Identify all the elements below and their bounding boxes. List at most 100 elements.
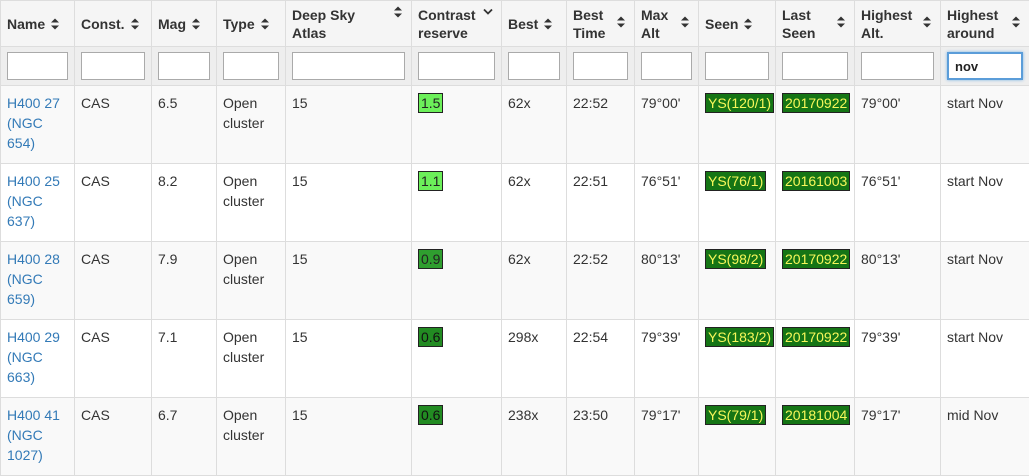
cell-const: CAS bbox=[75, 86, 152, 164]
col-header-mag[interactable]: Mag bbox=[152, 1, 217, 47]
cell-atlas: 15 bbox=[286, 398, 412, 476]
last-seen-badge: 20170922 bbox=[782, 249, 850, 269]
cell-highest-alt: 80°13' bbox=[855, 242, 941, 320]
last-seen-badge: 20170922 bbox=[782, 93, 850, 113]
cell-highest-around: mid Nov bbox=[941, 398, 1029, 476]
cell-last-seen: 20170922 bbox=[776, 320, 855, 398]
filter-input-highest-around[interactable] bbox=[947, 52, 1023, 80]
cell-highest-alt: 79°17' bbox=[855, 398, 941, 476]
filter-cell bbox=[217, 47, 286, 86]
object-link[interactable]: H400 28 (NGC 659) bbox=[7, 251, 60, 307]
cell-contrast: 0.6 bbox=[412, 320, 502, 398]
filter-input-mag[interactable] bbox=[158, 52, 210, 80]
object-link[interactable]: H400 29 (NGC 663) bbox=[7, 329, 60, 385]
filter-input-const[interactable] bbox=[81, 52, 145, 80]
sort-updown-icon bbox=[260, 17, 270, 31]
filter-cell bbox=[152, 47, 217, 86]
col-header-max-alt[interactable]: Max Alt bbox=[635, 1, 699, 47]
col-label: Type bbox=[223, 15, 255, 33]
seen-badge: YS(183/2) bbox=[705, 327, 774, 347]
cell-type: Open cluster bbox=[217, 398, 286, 476]
sort-updown-icon bbox=[1011, 15, 1021, 29]
cell-mag: 6.5 bbox=[152, 86, 217, 164]
cell-max-alt: 79°39' bbox=[635, 320, 699, 398]
cell-best-time: 22:52 bbox=[567, 86, 635, 164]
col-header-seen[interactable]: Seen bbox=[699, 1, 776, 47]
cell-const: CAS bbox=[75, 320, 152, 398]
col-header-contrast[interactable]: Contrast reserve bbox=[412, 1, 502, 47]
cell-contrast: 1.1 bbox=[412, 164, 502, 242]
last-seen-badge: 20181004 bbox=[782, 405, 850, 425]
col-header-best[interactable]: Best bbox=[502, 1, 567, 47]
object-link[interactable]: H400 27 (NGC 654) bbox=[7, 95, 60, 151]
filter-cell bbox=[699, 47, 776, 86]
filter-cell bbox=[412, 47, 502, 86]
col-header-const[interactable]: Const. bbox=[75, 1, 152, 47]
cell-const: CAS bbox=[75, 242, 152, 320]
cell-seen: YS(79/1) bbox=[699, 398, 776, 476]
cell-last-seen: 20170922 bbox=[776, 242, 855, 320]
filter-cell bbox=[776, 47, 855, 86]
filter-input-seen[interactable] bbox=[705, 52, 769, 80]
filter-input-contrast[interactable] bbox=[418, 52, 495, 80]
seen-badge: YS(98/2) bbox=[705, 249, 766, 269]
col-header-highest-around[interactable]: Highest around bbox=[941, 1, 1029, 47]
cell-name: H400 29 (NGC 663) bbox=[1, 320, 75, 398]
col-header-name[interactable]: Name bbox=[1, 1, 75, 47]
cell-type: Open cluster bbox=[217, 242, 286, 320]
col-header-highest-alt[interactable]: Highest Alt. bbox=[855, 1, 941, 47]
filter-input-last-seen[interactable] bbox=[782, 52, 848, 80]
filter-input-atlas[interactable] bbox=[292, 52, 405, 80]
sort-down-icon bbox=[483, 5, 493, 19]
cell-best-time: 23:50 bbox=[567, 398, 635, 476]
filter-cell bbox=[1, 47, 75, 86]
cell-const: CAS bbox=[75, 398, 152, 476]
cell-contrast: 0.6 bbox=[412, 398, 502, 476]
cell-type: Open cluster bbox=[217, 320, 286, 398]
sort-updown-icon bbox=[680, 15, 690, 29]
filter-input-best[interactable] bbox=[508, 52, 560, 80]
cell-best: 298x bbox=[502, 320, 567, 398]
cell-const: CAS bbox=[75, 164, 152, 242]
cell-name: H400 25 (NGC 637) bbox=[1, 164, 75, 242]
cell-type: Open cluster bbox=[217, 164, 286, 242]
col-header-type[interactable]: Type bbox=[217, 1, 286, 47]
filter-cell bbox=[502, 47, 567, 86]
seen-badge: YS(120/1) bbox=[705, 93, 774, 113]
col-label: Highest around bbox=[947, 6, 1017, 42]
header-row: Name Const. Mag Type Deep Sky Atlas Cont… bbox=[1, 1, 1029, 47]
cell-mag: 7.9 bbox=[152, 242, 217, 320]
col-header-last-seen[interactable]: Last Seen bbox=[776, 1, 855, 47]
cell-highest-alt: 76°51' bbox=[855, 164, 941, 242]
object-link[interactable]: H400 25 (NGC 637) bbox=[7, 173, 60, 229]
cell-best: 238x bbox=[502, 398, 567, 476]
contrast-badge: 0.9 bbox=[418, 249, 443, 269]
filter-input-name[interactable] bbox=[7, 52, 68, 80]
cell-mag: 6.7 bbox=[152, 398, 217, 476]
cell-atlas: 15 bbox=[286, 320, 412, 398]
col-label: Name bbox=[7, 15, 45, 33]
cell-seen: YS(120/1) bbox=[699, 86, 776, 164]
object-link[interactable]: H400 41 (NGC 1027) bbox=[7, 407, 60, 463]
filter-input-type[interactable] bbox=[223, 52, 279, 80]
col-header-best-time[interactable]: Best Time bbox=[567, 1, 635, 47]
col-header-atlas[interactable]: Deep Sky Atlas bbox=[286, 1, 412, 47]
cell-mag: 8.2 bbox=[152, 164, 217, 242]
filter-input-highest-alt[interactable] bbox=[861, 52, 934, 80]
sort-updown-icon bbox=[543, 17, 553, 31]
sort-updown-icon bbox=[191, 17, 201, 31]
cell-last-seen: 20161003 bbox=[776, 164, 855, 242]
sort-updown-icon bbox=[743, 17, 753, 31]
contrast-badge: 0.6 bbox=[418, 327, 443, 347]
filter-input-max-alt[interactable] bbox=[641, 52, 692, 80]
col-label: Highest Alt. bbox=[861, 6, 931, 42]
filter-cell bbox=[855, 47, 941, 86]
filter-input-best-time[interactable] bbox=[573, 52, 628, 80]
col-label: Deep Sky Atlas bbox=[292, 6, 388, 42]
cell-seen: YS(183/2) bbox=[699, 320, 776, 398]
cell-max-alt: 80°13' bbox=[635, 242, 699, 320]
